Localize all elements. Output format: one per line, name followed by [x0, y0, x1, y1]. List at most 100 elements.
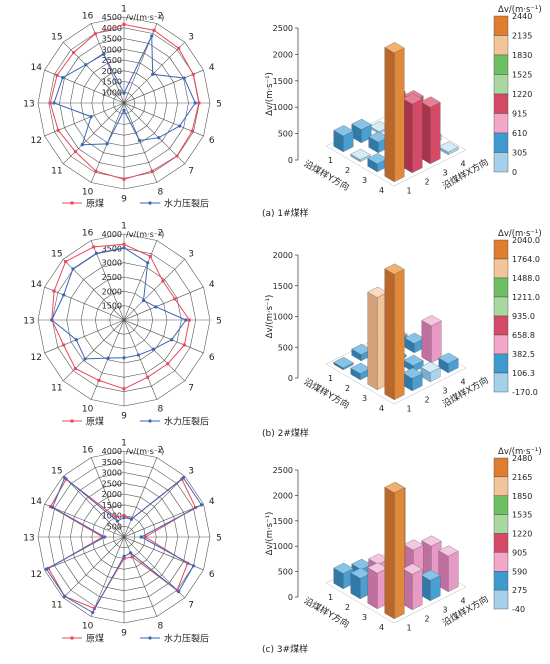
legend-marker	[148, 419, 152, 423]
colorbar-swatch	[493, 571, 509, 591]
radar-point	[106, 356, 110, 360]
radar-point	[94, 251, 98, 255]
radar-direction-label: 13	[23, 317, 34, 327]
bar-face-top	[384, 263, 405, 275]
radar-point	[175, 154, 179, 158]
z-tick-label: 1000	[273, 313, 293, 322]
bar-face-top	[350, 362, 371, 374]
colorbar-label: 0	[512, 168, 517, 177]
y-tick-label: 4	[379, 404, 384, 413]
bar-3d	[420, 96, 441, 165]
colorbar-title: Δv/(m·s⁻¹)	[498, 5, 542, 15]
y-tick-label: 2	[345, 384, 350, 393]
radar-tick-label: 1000	[102, 88, 122, 97]
y-tick-label: 3	[362, 176, 367, 185]
radar-point	[50, 318, 54, 322]
radar-point	[122, 516, 126, 520]
radar-spoke	[123, 258, 186, 321]
radar-point	[191, 564, 196, 568]
radar-direction-label: 16	[82, 229, 94, 239]
z-tick-label: 0	[288, 156, 293, 165]
radar-point	[50, 505, 55, 509]
radar-unit-label: /v/(m·s⁻¹)	[126, 230, 164, 239]
bar-face-top	[402, 367, 423, 379]
colorbar-swatch	[493, 93, 509, 114]
radar-point	[122, 387, 126, 391]
y-tick-label: 2	[345, 166, 350, 175]
colorbar-label: 305	[512, 149, 527, 158]
bar-face-front	[448, 550, 459, 593]
bar-face-top	[420, 361, 441, 373]
colorbar-label: 2135	[512, 32, 532, 41]
radar-point	[154, 305, 158, 309]
y-tick-label: 1	[328, 374, 333, 383]
bar-face-top	[438, 141, 459, 153]
bar-3d	[333, 357, 354, 371]
radar-point	[122, 514, 126, 517]
colorbar-swatch	[493, 457, 509, 478]
radar-point	[122, 554, 126, 558]
colorbar-swatch	[493, 277, 509, 298]
bar-face-front	[412, 568, 423, 611]
radar-direction-label: 3	[188, 249, 194, 259]
radar-spoke	[44, 102, 125, 137]
x-tick-label: 3	[442, 387, 447, 396]
y-axis-label: 沿煤样Y方向	[302, 595, 352, 631]
z-axis-label: Δv/(m·s⁻¹)	[265, 295, 275, 339]
colorbar-title: Δv/(m·s⁻¹)	[498, 447, 542, 457]
chart-caption: (a) 1#煤样	[262, 207, 309, 219]
x-tick-label: 1	[406, 624, 411, 633]
radar-point	[115, 519, 120, 523]
radar-point	[182, 76, 186, 80]
bar-3d	[333, 562, 354, 590]
radar-direction-label: 13	[23, 534, 34, 544]
x-tick-label: 4	[460, 160, 465, 169]
bar-face-side	[384, 47, 395, 183]
z-tick-label: 500	[278, 343, 293, 352]
bar-face-front	[430, 102, 441, 165]
colorbar-1: Δv/(m·s⁻¹)2440 2135 1830 1525 1220 915 610 305 0	[493, 5, 542, 177]
x-tick-label: 4	[460, 597, 465, 606]
bar-face-top	[420, 569, 441, 581]
colorbar-label: 2440	[512, 12, 532, 21]
radar-tick-label: 2500	[102, 56, 122, 65]
radar-direction-label: 13	[23, 100, 34, 110]
bar-face-top	[350, 567, 371, 579]
radar-tick-label: 3000	[102, 469, 122, 478]
radar-direction-label: 10	[82, 187, 94, 197]
radar-point	[44, 567, 49, 571]
z-tick-label: 1000	[273, 542, 293, 551]
radar-point	[151, 347, 155, 351]
radar-point	[187, 318, 191, 322]
radar-point	[144, 535, 147, 539]
bar-face-top	[402, 563, 423, 575]
radar-direction-label: 11	[51, 601, 62, 611]
radar-point	[129, 517, 134, 521]
y-tick-label: 1	[328, 156, 333, 165]
radar-direction-label: 9	[121, 195, 127, 205]
radar-spoke	[123, 536, 186, 599]
colorbar-label: 2480	[512, 454, 532, 463]
z-axis-label: Δv/(m·s⁻¹)	[265, 512, 275, 556]
bar-3d	[438, 352, 459, 374]
colorbar-swatch	[493, 239, 509, 260]
radar-direction-label: 4	[209, 63, 215, 73]
radar-point	[49, 505, 53, 509]
bar-face-side	[384, 486, 395, 620]
radar-spoke	[123, 319, 186, 382]
bar-3d	[420, 361, 441, 383]
radar-point	[73, 367, 77, 371]
bar-3d	[367, 562, 388, 610]
bar-face-top	[384, 482, 405, 494]
radar-direction-label: 10	[82, 404, 94, 414]
radar-direction-label: 12	[31, 353, 42, 363]
x-tick-label: 4	[460, 378, 465, 387]
radar-spoke	[123, 286, 204, 321]
radar-point	[122, 356, 126, 360]
colorbar-label: -40	[512, 605, 525, 614]
radar-point	[62, 293, 66, 297]
radar-point	[122, 557, 126, 560]
radar-spoke	[123, 319, 158, 400]
